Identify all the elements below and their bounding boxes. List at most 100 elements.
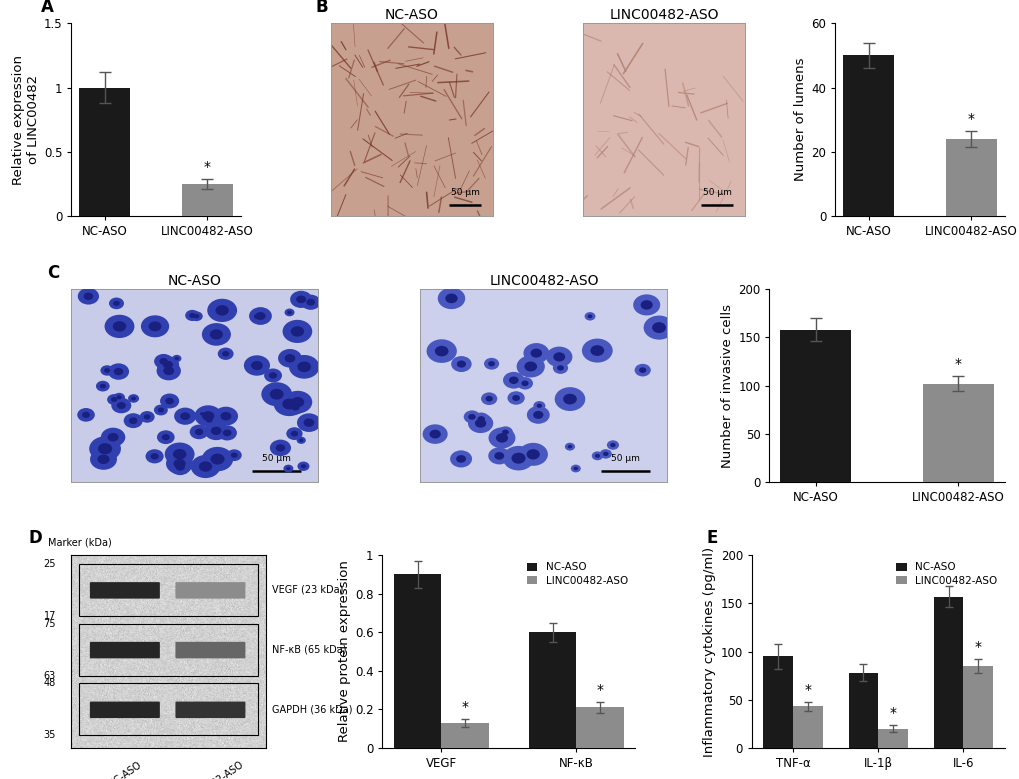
Circle shape bbox=[536, 404, 541, 408]
Circle shape bbox=[290, 431, 298, 436]
Circle shape bbox=[609, 443, 615, 447]
Circle shape bbox=[123, 413, 143, 428]
Circle shape bbox=[146, 449, 163, 464]
Legend: NC-ASO, LINC00482-ASO: NC-ASO, LINC00482-ASO bbox=[525, 560, 630, 587]
Text: *: * bbox=[804, 682, 811, 696]
Circle shape bbox=[200, 412, 204, 415]
Circle shape bbox=[185, 310, 200, 321]
Circle shape bbox=[289, 291, 312, 308]
Circle shape bbox=[172, 354, 181, 362]
Circle shape bbox=[222, 429, 231, 436]
Circle shape bbox=[116, 395, 121, 400]
Circle shape bbox=[278, 349, 302, 368]
Circle shape bbox=[173, 449, 186, 460]
Circle shape bbox=[296, 295, 306, 303]
Circle shape bbox=[254, 314, 261, 319]
Circle shape bbox=[250, 311, 265, 323]
Circle shape bbox=[633, 294, 659, 315]
Circle shape bbox=[151, 453, 159, 460]
Circle shape bbox=[445, 294, 458, 303]
Legend: NC-ASO, LINC00482-ASO: NC-ASO, LINC00482-ASO bbox=[894, 560, 999, 587]
Bar bbox=[393, 574, 441, 748]
Circle shape bbox=[189, 313, 196, 318]
Circle shape bbox=[594, 454, 599, 458]
Circle shape bbox=[507, 391, 524, 405]
Circle shape bbox=[552, 352, 565, 361]
Title: LINC00482-ASO: LINC00482-ASO bbox=[489, 274, 598, 288]
Circle shape bbox=[157, 356, 179, 374]
Circle shape bbox=[104, 368, 110, 373]
Circle shape bbox=[530, 348, 542, 358]
Circle shape bbox=[111, 397, 117, 402]
Circle shape bbox=[457, 361, 466, 368]
Circle shape bbox=[109, 298, 124, 309]
Circle shape bbox=[297, 437, 306, 444]
Circle shape bbox=[198, 411, 207, 418]
Circle shape bbox=[278, 397, 298, 413]
Bar bbox=[529, 633, 576, 748]
Circle shape bbox=[488, 428, 515, 449]
Y-axis label: Number of lumens: Number of lumens bbox=[794, 58, 807, 182]
Circle shape bbox=[77, 288, 99, 305]
Circle shape bbox=[202, 411, 214, 421]
FancyBboxPatch shape bbox=[90, 642, 160, 658]
Circle shape bbox=[222, 351, 229, 357]
Circle shape bbox=[113, 393, 125, 402]
Circle shape bbox=[89, 436, 121, 461]
Circle shape bbox=[275, 444, 285, 452]
Circle shape bbox=[215, 305, 228, 315]
Circle shape bbox=[251, 361, 263, 370]
Circle shape bbox=[244, 355, 270, 375]
Circle shape bbox=[154, 354, 173, 368]
Circle shape bbox=[158, 407, 164, 412]
Circle shape bbox=[497, 426, 513, 438]
Circle shape bbox=[105, 315, 135, 338]
Circle shape bbox=[144, 414, 151, 420]
Circle shape bbox=[207, 298, 236, 322]
Circle shape bbox=[571, 464, 580, 472]
Bar bbox=[932, 597, 963, 748]
Circle shape bbox=[584, 312, 595, 321]
Circle shape bbox=[160, 393, 179, 408]
Circle shape bbox=[524, 361, 537, 372]
Circle shape bbox=[190, 425, 208, 439]
Circle shape bbox=[602, 452, 608, 456]
Circle shape bbox=[220, 412, 231, 421]
Circle shape bbox=[255, 312, 265, 320]
Circle shape bbox=[286, 467, 290, 471]
Bar bbox=[963, 666, 993, 748]
Circle shape bbox=[194, 314, 199, 319]
Circle shape bbox=[269, 372, 277, 379]
FancyBboxPatch shape bbox=[90, 702, 160, 718]
Text: 75: 75 bbox=[43, 619, 56, 629]
Circle shape bbox=[511, 453, 525, 464]
Circle shape bbox=[264, 368, 281, 382]
Text: *: * bbox=[596, 682, 603, 696]
Circle shape bbox=[304, 418, 314, 427]
Circle shape bbox=[163, 361, 173, 368]
Circle shape bbox=[202, 323, 230, 346]
Circle shape bbox=[210, 453, 224, 464]
Circle shape bbox=[464, 411, 480, 423]
Circle shape bbox=[640, 300, 652, 309]
Circle shape bbox=[128, 418, 138, 424]
Circle shape bbox=[426, 340, 457, 363]
Circle shape bbox=[565, 442, 575, 450]
Bar bbox=[922, 384, 994, 482]
Text: NF-κB (65 kDa): NF-κB (65 kDa) bbox=[271, 644, 345, 654]
Circle shape bbox=[195, 405, 221, 427]
Circle shape bbox=[283, 402, 292, 409]
Circle shape bbox=[283, 391, 312, 414]
Bar bbox=[945, 139, 996, 216]
Bar bbox=[79, 87, 130, 216]
Circle shape bbox=[141, 315, 169, 337]
Circle shape bbox=[190, 312, 203, 321]
Circle shape bbox=[587, 315, 592, 319]
Circle shape bbox=[117, 402, 125, 409]
Y-axis label: Relative protein expression: Relative protein expression bbox=[337, 561, 351, 742]
Circle shape bbox=[174, 357, 178, 360]
Text: D: D bbox=[29, 530, 43, 548]
Circle shape bbox=[290, 326, 304, 337]
Circle shape bbox=[217, 425, 236, 440]
Circle shape bbox=[484, 358, 498, 370]
